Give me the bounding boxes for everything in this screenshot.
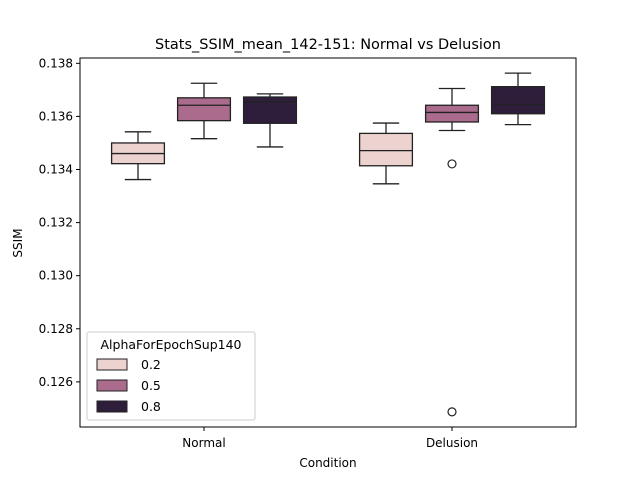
outlier-point xyxy=(447,159,457,169)
legend-item-0.2: 0.2 xyxy=(96,357,161,372)
box-normal-0.8 xyxy=(242,93,298,148)
x-tick-label: Delusion xyxy=(426,436,478,450)
y-axis-ticks: 0.126 0.128 0.130 0.132 0.134 0.136 0.138 xyxy=(39,56,80,389)
legend-title: AlphaForEpochSup140 xyxy=(101,337,242,352)
iqr-box xyxy=(242,96,298,124)
y-tick-label: 0.126 xyxy=(39,375,73,389)
outlier-point xyxy=(447,407,457,417)
legend-swatch xyxy=(96,358,128,371)
box-normal-0.5 xyxy=(176,82,232,140)
plot-frame xyxy=(79,57,577,428)
legend-swatch xyxy=(96,400,128,413)
y-axis-label: SSIM xyxy=(11,228,25,257)
y-tick-label: 0.136 xyxy=(39,109,73,123)
legend-item-0.5: 0.5 xyxy=(96,378,161,393)
y-tick-label: 0.130 xyxy=(39,269,73,283)
y-tick-label: 0.134 xyxy=(39,162,73,176)
x-axis-label: Condition xyxy=(299,456,356,470)
iqr-box xyxy=(358,132,414,167)
box-normal-0.2 xyxy=(110,131,166,181)
box-delusion-0.5 xyxy=(424,87,480,417)
legend-items: 0.2 0.5 0.8 xyxy=(96,357,161,414)
legend-label: 0.8 xyxy=(141,399,161,414)
x-axis-ticks: Normal Delusion xyxy=(182,427,478,450)
y-tick-label: 0.138 xyxy=(39,56,73,70)
y-tick-label: 0.128 xyxy=(39,322,73,336)
plot-marks xyxy=(110,72,546,417)
legend-label: 0.5 xyxy=(141,378,161,393)
y-tick-label: 0.132 xyxy=(39,216,73,230)
iqr-box xyxy=(176,97,232,122)
box-delusion-0.2 xyxy=(358,122,414,185)
legend-frame xyxy=(86,331,256,421)
legend-label: 0.2 xyxy=(141,357,161,372)
x-tick-label: Normal xyxy=(182,436,225,450)
iqr-box xyxy=(424,104,480,123)
legend-item-0.8: 0.8 xyxy=(96,399,161,414)
chart-title: Stats_SSIM_mean_142-151: Normal vs Delus… xyxy=(155,37,501,53)
box-delusion-0.8 xyxy=(490,72,546,126)
legend: AlphaForEpochSup140 0.2 0.5 0.8 xyxy=(86,331,256,421)
iqr-box xyxy=(490,86,546,115)
legend-swatch xyxy=(96,379,128,392)
